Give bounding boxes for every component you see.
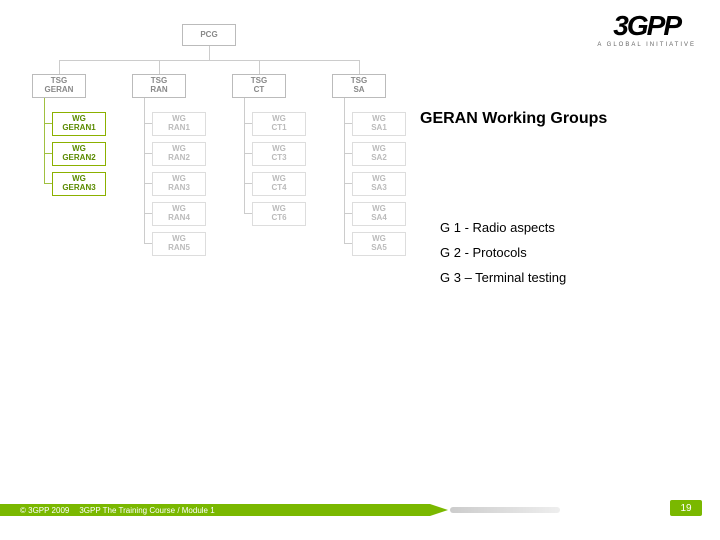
org-node: PCG [182,24,236,46]
connector-line [259,60,260,74]
connector-line [144,213,152,214]
connector-line [209,46,210,60]
bullet-item: G 3 – Terminal testing [440,270,566,285]
connector-line [44,183,52,184]
footer-copyright: © 3GPP 2009 [20,506,69,515]
logo-tagline: A GLOBAL INITIATIVE [597,42,696,48]
footer-arrow-icon [430,504,448,516]
footer-course: 3GPP The Training Course / Module 1 [79,506,214,515]
bullet-item: G 1 - Radio aspects [440,220,566,235]
org-node: WGGERAN3 [52,172,106,196]
connector-line [144,123,152,124]
org-node: TSGSA [332,74,386,98]
connector-line [244,183,252,184]
org-node: WGRAN4 [152,202,206,226]
connector-line [44,123,52,124]
connector-line [44,96,45,184]
footer: © 3GPP 2009 3GPP The Training Course / M… [0,498,720,516]
org-node: TSGRAN [132,74,186,98]
org-node: WGSA2 [352,142,406,166]
connector-line [144,243,152,244]
org-node: WGRAN5 [152,232,206,256]
logo: 3GPP A GLOBAL INITIATIVE [597,12,696,48]
footer-grey-bar [450,507,560,513]
connector-line [159,60,160,74]
slide-title: GERAN Working Groups [420,110,607,128]
org-node: TSGCT [232,74,286,98]
connector-line [244,153,252,154]
org-node: WGCT1 [252,112,306,136]
connector-line [44,153,52,154]
footer-text: © 3GPP 2009 3GPP The Training Course / M… [20,504,215,516]
connector-line [344,96,345,244]
org-node: WGCT4 [252,172,306,196]
org-node: TSGGERAN [32,74,86,98]
bullet-item: G 2 - Protocols [440,245,566,260]
connector-line [359,60,360,74]
org-node: WGSA3 [352,172,406,196]
org-node: WGRAN2 [152,142,206,166]
connector-line [144,183,152,184]
connector-line [244,96,245,214]
connector-line [59,60,60,74]
org-node: WGGERAN2 [52,142,106,166]
connector-line [144,96,145,244]
connector-line [344,183,352,184]
connector-line [344,213,352,214]
org-node: WGRAN3 [152,172,206,196]
connector-line [244,213,252,214]
page-number: 19 [670,500,702,516]
connector-line [344,153,352,154]
org-node: WGCT6 [252,202,306,226]
org-node: WGGERAN1 [52,112,106,136]
org-node: WGSA1 [352,112,406,136]
org-node: WGSA4 [352,202,406,226]
org-node: WGSA5 [352,232,406,256]
org-node: WGRAN1 [152,112,206,136]
connector-line [344,123,352,124]
connector-line [244,123,252,124]
connector-line [144,153,152,154]
org-node: WGCT3 [252,142,306,166]
connector-line [59,60,360,61]
bullet-list: G 1 - Radio aspects G 2 - Protocols G 3 … [440,220,566,295]
connector-line [344,243,352,244]
logo-main: 3GPP [597,12,696,40]
